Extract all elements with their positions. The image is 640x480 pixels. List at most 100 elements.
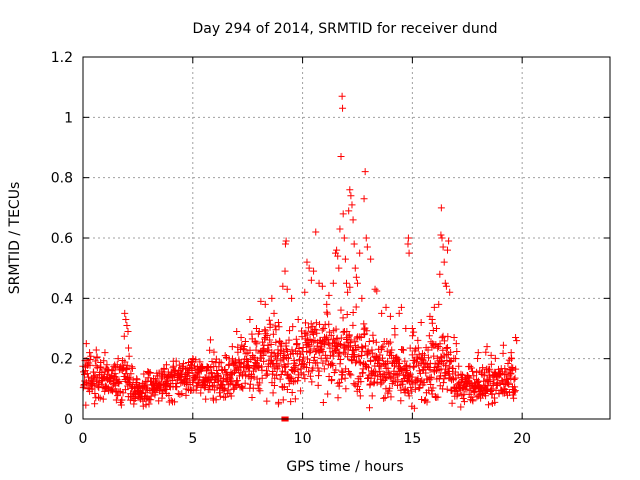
data-point [313,329,321,337]
data-point [257,297,265,305]
data-point [233,328,241,336]
data-point [310,267,318,275]
data-point [217,359,225,367]
data-point [230,385,238,393]
data-point [414,344,422,352]
data-point [511,383,519,391]
data-point [294,315,302,323]
axis-ticks [82,56,610,420]
data-point [356,249,364,257]
data-point [93,353,101,361]
data-point [411,385,419,393]
data-point [267,341,275,349]
data-point [332,366,340,374]
data-point [90,373,98,381]
data-point [262,330,270,338]
data-point [272,326,280,334]
data-point [121,386,129,394]
data-point [407,387,415,395]
data-point [100,357,108,365]
data-point [253,340,261,348]
data-point [258,374,266,382]
data-point [490,376,498,384]
data-point [286,327,294,335]
data-point [447,348,455,356]
data-point [480,369,488,377]
data-point [281,240,289,248]
data-point [246,380,254,388]
data-point [410,404,418,412]
data-point [245,363,253,371]
data-point [233,377,241,385]
data-point [209,381,217,389]
data-point [325,328,333,336]
data-point [507,369,515,377]
data-point [422,369,430,377]
data-point [142,401,150,409]
data-point [171,398,179,406]
data-point [438,234,446,242]
data-point [266,320,274,328]
data-point [269,389,277,397]
data-point [360,195,368,203]
data-point [468,396,476,404]
y-tick-label: 0.6 [51,231,73,247]
data-point [289,323,297,331]
data-point [401,357,409,365]
data-point [409,332,417,340]
data-point [391,331,399,339]
data-point [294,377,302,385]
data-point [439,379,447,387]
data-point [315,349,323,357]
data-point [345,207,353,215]
data-point [115,377,123,385]
data-point [434,344,442,352]
data-point [242,372,250,380]
data-point [454,390,462,398]
data-point [505,380,513,388]
data-point [448,399,456,407]
data-point [367,255,375,263]
data-point [452,340,460,348]
data-point [427,373,435,381]
data-point [335,340,343,348]
data-point [368,392,376,400]
data-point [379,342,387,350]
data-point [125,344,133,352]
data-point [366,380,374,388]
data-point [246,346,254,354]
data-point [509,364,517,372]
data-point [94,393,102,401]
data-point [436,270,444,278]
data-point [358,347,366,355]
data-point [508,355,516,363]
data-point [196,358,204,366]
data-point [437,204,445,212]
data-point [420,379,428,387]
data-point [459,395,467,402]
data-point [324,310,332,318]
data-point [372,368,380,376]
data-point [404,240,412,248]
data-point [439,243,447,251]
data-point [372,338,380,346]
data-point [269,330,277,338]
data-point [441,337,449,345]
data-point [487,351,495,359]
data-point [206,346,214,354]
data-point [264,341,272,349]
data-point [315,372,323,380]
data-point [512,365,520,373]
data-point [355,386,363,394]
data-point [383,374,391,382]
data-point [212,355,220,363]
data-point [81,370,89,378]
data-point [436,340,444,348]
data-point [395,309,403,317]
data-point [402,325,410,332]
data-point [288,388,296,396]
data-point [319,399,327,407]
data-point [336,225,344,233]
